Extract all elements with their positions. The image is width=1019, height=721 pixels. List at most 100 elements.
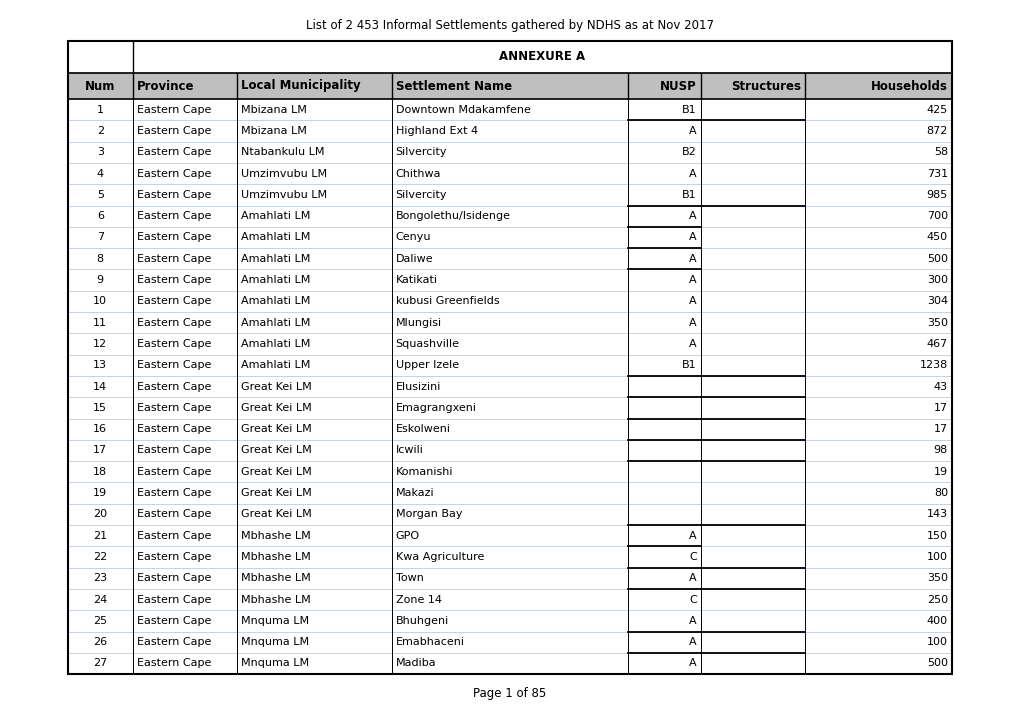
Text: 20: 20 — [93, 509, 107, 519]
Text: B1: B1 — [682, 190, 696, 200]
Text: Umzimvubu LM: Umzimvubu LM — [240, 190, 327, 200]
Text: Squashville: Squashville — [395, 339, 460, 349]
Text: B1: B1 — [682, 360, 696, 371]
Bar — [68, 440, 951, 461]
Text: 985: 985 — [926, 190, 947, 200]
Text: 19: 19 — [93, 488, 107, 498]
Text: Eastern Cape: Eastern Cape — [137, 616, 211, 626]
Bar — [68, 270, 951, 291]
Text: 9: 9 — [97, 275, 104, 285]
Text: Eastern Cape: Eastern Cape — [137, 105, 211, 115]
Text: Eastern Cape: Eastern Cape — [137, 637, 211, 647]
Text: Eastern Cape: Eastern Cape — [137, 232, 211, 242]
Bar — [68, 248, 951, 270]
Text: A: A — [689, 573, 696, 583]
Bar — [68, 547, 951, 567]
Text: C: C — [689, 552, 696, 562]
Text: Amahlati LM: Amahlati LM — [240, 254, 310, 264]
Text: Icwili: Icwili — [395, 446, 423, 456]
Text: Mnquma LM: Mnquma LM — [240, 658, 309, 668]
Text: Mlungisi: Mlungisi — [395, 318, 441, 327]
Text: Amahlati LM: Amahlati LM — [240, 275, 310, 285]
Text: 17: 17 — [933, 403, 947, 413]
Text: Umzimvubu LM: Umzimvubu LM — [240, 169, 327, 179]
Text: 425: 425 — [926, 105, 947, 115]
Text: Mbizana LM: Mbizana LM — [240, 126, 307, 136]
Text: Eastern Cape: Eastern Cape — [137, 446, 211, 456]
Text: 12: 12 — [93, 339, 107, 349]
Text: Upper Izele: Upper Izele — [395, 360, 459, 371]
Text: 304: 304 — [926, 296, 947, 306]
Text: 143: 143 — [926, 509, 947, 519]
Text: Katikati: Katikati — [395, 275, 437, 285]
Bar — [68, 41, 951, 73]
Text: 150: 150 — [926, 531, 947, 541]
Text: 15: 15 — [93, 403, 107, 413]
Text: Amahlati LM: Amahlati LM — [240, 232, 310, 242]
Text: Mbizana LM: Mbizana LM — [240, 105, 307, 115]
Text: 250: 250 — [926, 595, 947, 604]
Text: 100: 100 — [926, 637, 947, 647]
Text: Downtown Mdakamfene: Downtown Mdakamfene — [395, 105, 530, 115]
Text: Komanishi: Komanishi — [395, 466, 452, 477]
Text: Great Kei LM: Great Kei LM — [240, 381, 311, 392]
Text: Eastern Cape: Eastern Cape — [137, 552, 211, 562]
Text: Eastern Cape: Eastern Cape — [137, 169, 211, 179]
Text: Eastern Cape: Eastern Cape — [137, 211, 211, 221]
Text: 19: 19 — [933, 466, 947, 477]
Text: Eastern Cape: Eastern Cape — [137, 573, 211, 583]
Text: Amahlati LM: Amahlati LM — [240, 211, 310, 221]
Text: Eastern Cape: Eastern Cape — [137, 318, 211, 327]
Bar — [68, 73, 951, 99]
Text: A: A — [689, 232, 696, 242]
Text: Eastern Cape: Eastern Cape — [137, 488, 211, 498]
Text: 350: 350 — [926, 318, 947, 327]
Text: List of 2 453 Informal Settlements gathered by NDHS as at Nov 2017: List of 2 453 Informal Settlements gathe… — [306, 19, 713, 32]
Text: Eastern Cape: Eastern Cape — [137, 595, 211, 604]
Bar — [68, 653, 951, 674]
Text: Num: Num — [85, 79, 115, 92]
Text: Mnquma LM: Mnquma LM — [240, 637, 309, 647]
Text: Eastern Cape: Eastern Cape — [137, 296, 211, 306]
Bar — [68, 525, 951, 547]
Bar — [68, 227, 951, 248]
Text: 500: 500 — [926, 658, 947, 668]
Text: 500: 500 — [926, 254, 947, 264]
Text: 1: 1 — [97, 105, 104, 115]
Bar — [68, 291, 951, 312]
Text: 21: 21 — [93, 531, 107, 541]
Text: Eastern Cape: Eastern Cape — [137, 275, 211, 285]
Text: Province: Province — [137, 79, 194, 92]
Text: 300: 300 — [926, 275, 947, 285]
Text: Great Kei LM: Great Kei LM — [240, 466, 311, 477]
Text: Eastern Cape: Eastern Cape — [137, 360, 211, 371]
Text: A: A — [689, 339, 696, 349]
Text: A: A — [689, 126, 696, 136]
Text: 16: 16 — [93, 424, 107, 434]
Text: Morgan Bay: Morgan Bay — [395, 509, 462, 519]
Bar — [68, 141, 951, 163]
Text: Mbhashe LM: Mbhashe LM — [240, 552, 311, 562]
Text: Ntabankulu LM: Ntabankulu LM — [240, 147, 324, 157]
Text: A: A — [689, 616, 696, 626]
Text: Mbhashe LM: Mbhashe LM — [240, 573, 311, 583]
Text: 450: 450 — [926, 232, 947, 242]
Text: Great Kei LM: Great Kei LM — [240, 488, 311, 498]
Text: Amahlati LM: Amahlati LM — [240, 360, 310, 371]
Text: Eastern Cape: Eastern Cape — [137, 531, 211, 541]
Text: B1: B1 — [682, 105, 696, 115]
Text: 27: 27 — [93, 658, 107, 668]
Text: Great Kei LM: Great Kei LM — [240, 424, 311, 434]
Text: 13: 13 — [93, 360, 107, 371]
Bar — [68, 312, 951, 333]
Text: Amahlati LM: Amahlati LM — [240, 296, 310, 306]
Bar — [68, 589, 951, 610]
Text: Eastern Cape: Eastern Cape — [137, 403, 211, 413]
Text: Amahlati LM: Amahlati LM — [240, 339, 310, 349]
Text: Eastern Cape: Eastern Cape — [137, 339, 211, 349]
Text: Makazi: Makazi — [395, 488, 434, 498]
Text: Eastern Cape: Eastern Cape — [137, 509, 211, 519]
Text: Silvercity: Silvercity — [395, 190, 446, 200]
Text: Elusizini: Elusizini — [395, 381, 440, 392]
Text: Great Kei LM: Great Kei LM — [240, 403, 311, 413]
